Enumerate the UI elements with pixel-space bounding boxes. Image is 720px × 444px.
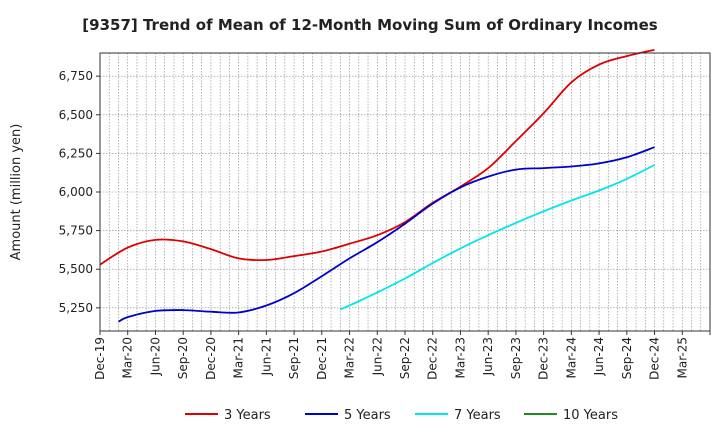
x-tick-label: Mar-21 [232,337,246,378]
y-axis-title: Amount (million yen) [9,124,24,261]
y-tick-label: 5,250 [59,301,93,315]
y-tick-label: 6,000 [59,185,93,199]
x-tick-label: Dec-24 [648,337,662,380]
x-tick-label: Dec-22 [426,337,440,380]
chart-title: [9357] Trend of Mean of 12-Month Moving … [82,16,657,34]
y-tick-label: 5,500 [59,262,93,276]
legend: 3 Years 5 Years 7 Years 10 Years [185,408,618,423]
x-tick-label: Sep-21 [287,337,301,379]
x-tick-label: Mar-20 [121,337,135,378]
x-tick-label: Sep-23 [509,337,523,379]
x-tick-label: Mar-24 [564,337,578,378]
series-line-0 [99,49,655,266]
x-tick-label: Jun-24 [592,337,606,376]
legend-label-1: 5 Years [344,408,391,423]
y-tick-label: 6,750 [59,69,93,83]
x-tick-label: Sep-22 [398,337,412,379]
x-tick-label: Jun-20 [148,337,162,376]
x-tick-label: Dec-20 [204,337,218,380]
y-tick-label: 6,500 [59,108,93,122]
x-tick-label: Sep-20 [176,337,190,379]
series-line-1 [118,146,655,323]
y-axis-tick-labels: 5,250 5,500 5,750 6,000 6,250 6,500 6,750 [59,69,100,315]
x-tick-label: Mar-22 [343,337,357,378]
y-tick-label: 5,750 [59,224,93,238]
x-tick-label: Jun-21 [259,337,273,376]
x-tick-label: Mar-23 [453,337,467,378]
legend-label-3: 10 Years [563,408,618,423]
series-lines [99,49,655,323]
x-tick-label: Dec-19 [93,337,107,380]
x-tick-label: Dec-23 [537,337,551,380]
legend-label-0: 3 Years [224,408,271,423]
x-tick-label: Jun-22 [370,337,384,376]
x-axis-tick-labels: Dec-19 Mar-20 Jun-20 Sep-20 Dec-20 Mar-21 Jun-… [93,331,711,380]
x-tick-label: Jun-23 [481,337,495,376]
y-tick-label: 6,250 [59,146,93,160]
x-tick-label: Mar-25 [675,337,689,378]
grid [100,53,710,331]
x-tick-label: Dec-21 [315,337,329,380]
legend-label-2: 7 Years [454,408,501,423]
x-tick-label: Sep-24 [620,337,634,379]
series-line-2 [339,164,655,311]
